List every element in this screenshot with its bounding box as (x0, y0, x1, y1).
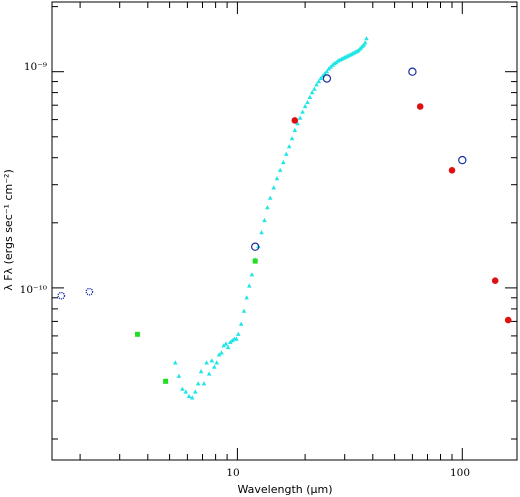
spectrum-point (176, 373, 182, 378)
axis-ticks (52, 2, 517, 460)
spectrum-point (309, 90, 315, 95)
spectrum-point (173, 360, 178, 365)
spectrum-point (230, 338, 235, 343)
photometry-filled-circle (448, 167, 456, 174)
plot-frame (51, 1, 518, 461)
spectrum-point (300, 109, 305, 114)
spectrum-point (271, 185, 276, 190)
spectrum-point (283, 151, 289, 156)
spectrum-point (189, 395, 195, 400)
x-tick-label-10: 10 (226, 467, 239, 479)
photometry-square (163, 378, 169, 384)
spectrum-point (274, 176, 280, 181)
spectrum-point (180, 386, 185, 391)
spectrum-point (316, 79, 321, 84)
spectrum-point (206, 371, 212, 376)
photometry-dotted-circle (85, 287, 94, 296)
spectrum-point (262, 217, 267, 223)
spectrum-point (318, 75, 324, 81)
photometry-dotted-circle (57, 291, 66, 300)
spectrum-point (216, 352, 222, 357)
spectrum-point (277, 167, 283, 172)
photometry-filled-circle (491, 277, 499, 285)
spectrum-point (238, 321, 244, 326)
spectrum-point (312, 86, 317, 91)
spectrum-point (183, 389, 189, 394)
spectrum-point (212, 364, 217, 369)
spectrum-point (193, 389, 198, 394)
y-axis-title: λ Fλ (ergs sec⁻¹ cm⁻²) (2, 169, 15, 290)
y-tick-label-1e-9: 10⁻⁹ (24, 61, 47, 73)
photometry-points (57, 67, 512, 384)
spectrum-point (307, 94, 313, 99)
spectrum-point (195, 381, 201, 386)
spectrum-point (214, 360, 220, 365)
x-axis-title: Wavelength (μm) (237, 483, 332, 496)
spectrum-point (289, 136, 295, 141)
spectrum-point (201, 381, 207, 386)
spectrum-point (186, 393, 192, 398)
photometry-square (135, 331, 140, 337)
spectrum-point (244, 295, 249, 300)
spectrum-point (305, 99, 310, 105)
spectrum-points (173, 36, 369, 400)
spectrum-point (314, 82, 319, 87)
spectrum-point (297, 115, 303, 120)
spectrum-point (295, 121, 300, 126)
spectrum-point (362, 40, 368, 45)
spectrum-point (241, 308, 247, 313)
spectrum-point (292, 127, 298, 132)
spectrum-point (204, 360, 209, 365)
spectrum-point (249, 272, 255, 277)
spectrum-point (219, 350, 224, 355)
spectrum-point (286, 144, 292, 149)
photometry-open-circle (322, 74, 332, 83)
spectrum-point (236, 331, 241, 336)
spectrum-point (259, 230, 264, 235)
spectrum-point (223, 341, 229, 346)
photometry-filled-circle (416, 103, 424, 110)
photometry-filled-circle (291, 117, 299, 124)
y-tick-label-1e-10: 10⁻¹⁰ (20, 284, 47, 296)
x-tick-label-100: 100 (450, 467, 470, 479)
photometry-open-circle (250, 242, 260, 251)
spectrum-point (225, 344, 231, 350)
spectrum-point (221, 343, 226, 348)
spectrum-point (247, 283, 252, 288)
spectrum-point (324, 69, 330, 74)
photometry-open-circle (408, 67, 417, 76)
photometry-open-circle (458, 155, 467, 165)
spectrum-point (280, 159, 286, 165)
spectrum-point (198, 369, 204, 374)
spectrum-point (364, 36, 369, 41)
spectrum-point (267, 195, 273, 200)
spectrum-point (265, 205, 270, 210)
spectrum-point (302, 103, 308, 109)
spectrum-point (209, 358, 215, 363)
photometry-filled-circle (504, 316, 512, 324)
spectrum-point (234, 336, 239, 341)
photometry-square (252, 258, 258, 264)
